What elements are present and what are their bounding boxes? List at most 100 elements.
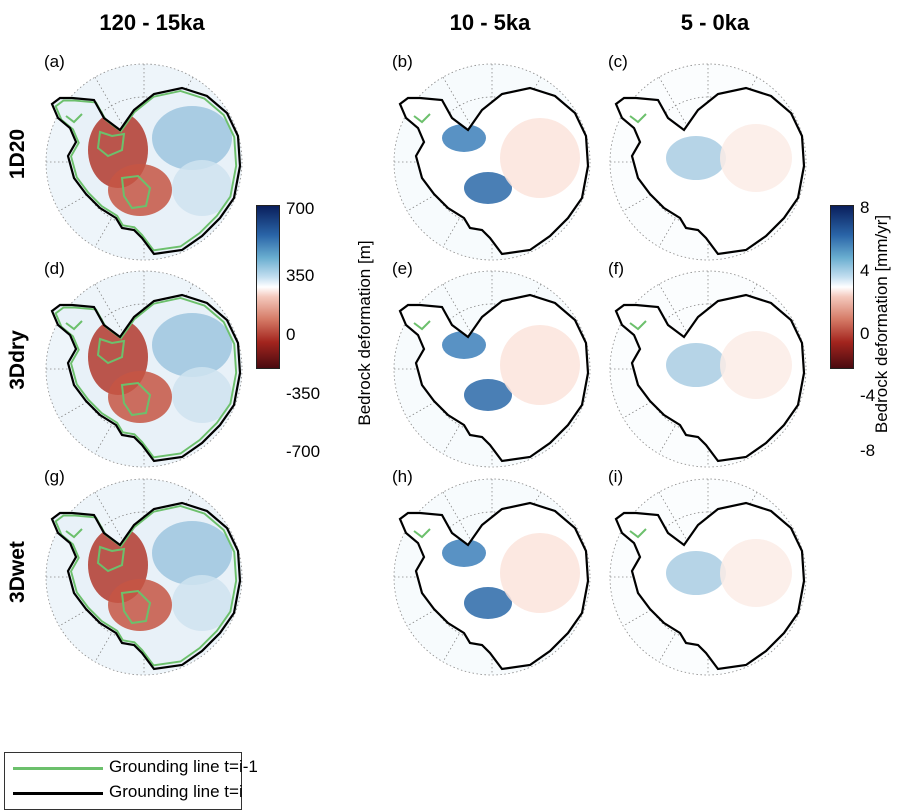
grounding-line-previous xyxy=(629,320,647,331)
grounding-line-previous xyxy=(65,320,83,331)
deformation-blob xyxy=(152,106,232,170)
deformation-blob xyxy=(464,587,512,619)
legend-swatch-black xyxy=(13,792,103,795)
deformation-blob xyxy=(464,172,512,204)
column-title-1: 120 - 15ka xyxy=(99,10,205,35)
grid-meridian xyxy=(442,491,542,663)
grid-meridian xyxy=(94,283,194,455)
grounding-line-previous xyxy=(54,89,238,252)
legend: Grounding line t=i-1 Grounding line t=i xyxy=(4,752,258,810)
deformation-blob xyxy=(500,325,580,405)
deformation-blob xyxy=(152,521,232,585)
row-label-1d20: 1D20 xyxy=(6,128,29,180)
panel-label: (g) xyxy=(44,467,65,486)
deformation-blob xyxy=(152,313,232,377)
column-title-3: 5 - 0ka xyxy=(680,10,750,35)
panel-label: (a) xyxy=(44,52,65,71)
panel-label: (e) xyxy=(392,259,413,278)
legend-item-previous: Grounding line t=i-1 xyxy=(13,755,258,781)
deformation-blob xyxy=(442,539,486,567)
grid-meridian xyxy=(442,283,542,455)
grounding-line-current xyxy=(50,501,242,671)
grounding-line-previous xyxy=(65,113,83,124)
colorbar-right-tick-8: 8 xyxy=(860,198,870,217)
grounding-line-previous xyxy=(96,545,126,573)
row-label-3dwet: 3Dwet xyxy=(6,541,29,603)
grounding-line-previous xyxy=(54,296,238,459)
grounding-line-previous xyxy=(120,589,152,625)
antarctica-map xyxy=(45,270,243,468)
grounding-line-previous xyxy=(96,130,126,158)
grounding-line-current xyxy=(614,293,806,463)
map-panel-h: (h) xyxy=(390,467,595,678)
panel-label: (c) xyxy=(608,52,628,71)
grounding-line-previous xyxy=(629,113,647,124)
deformation-blob xyxy=(172,575,232,631)
deformation-blob xyxy=(172,367,232,423)
colorbar-left-tick-700: 700 xyxy=(286,199,315,218)
deformation-blob xyxy=(464,379,512,411)
grounding-line-previous xyxy=(413,528,431,539)
grounding-line-previous xyxy=(65,528,83,539)
grounding-line-previous xyxy=(120,174,152,210)
grounding-line-previous xyxy=(54,504,238,667)
antarctica-map xyxy=(45,63,243,261)
map-panel-f: (f) xyxy=(606,259,811,470)
map-panel-i: (i) xyxy=(606,467,811,678)
colorbar-left-title: Bedrock deformation [m] xyxy=(355,240,374,426)
map-panel-c: (c) xyxy=(606,52,811,263)
deformation-blob xyxy=(108,164,172,216)
grid-meridian xyxy=(442,76,542,248)
deformation-blob xyxy=(108,579,172,631)
legend-label-previous: Grounding line t=i-1 xyxy=(109,757,258,776)
deformation-blob xyxy=(172,160,232,216)
panel-label: (d) xyxy=(44,259,65,278)
grounding-line-current xyxy=(614,501,806,671)
deformation-blob xyxy=(666,551,726,595)
colorbar-left-tick-neg700: -700 xyxy=(286,442,321,461)
legend-label-current: Grounding line t=i xyxy=(109,782,243,801)
map-panel-a: (a) xyxy=(42,52,247,263)
colorbar-right-title: Bedrock deformation [mm/yr] xyxy=(872,214,891,434)
antarctica-map xyxy=(609,63,807,261)
grounding-line-current xyxy=(398,293,590,463)
grounding-line-current xyxy=(50,293,242,463)
deformation-blob xyxy=(666,343,726,387)
map-panel-b: (b) xyxy=(390,52,595,263)
legend-swatch-green xyxy=(13,767,103,770)
legend-item-current: Grounding line t=i xyxy=(13,780,243,806)
panel-label: (h) xyxy=(392,467,413,486)
deformation-blob xyxy=(666,136,726,180)
deformation-blob xyxy=(108,371,172,423)
deformation-blob xyxy=(442,124,486,152)
antarctica-map xyxy=(393,270,591,468)
grounding-line-previous xyxy=(413,320,431,331)
antarctica-map xyxy=(393,63,591,261)
grounding-line-current xyxy=(50,86,242,256)
colorbar-left-tick-neg350: -350 xyxy=(286,384,321,403)
colorbar-left-tick-0: 0 xyxy=(286,325,296,344)
antarctica-map xyxy=(393,478,591,676)
deformation-blob xyxy=(720,331,792,399)
deformation-blob xyxy=(720,124,792,192)
colorbar-right-tick-0: 0 xyxy=(860,324,870,343)
colorbar-right-tick-neg8: -8 xyxy=(860,441,876,460)
deformation-blob xyxy=(442,331,486,359)
column-title-2: 10 - 5ka xyxy=(449,10,531,35)
deformation-blob xyxy=(500,118,580,198)
colorbar-right-tick-4: 4 xyxy=(860,261,870,280)
grid-meridian xyxy=(658,283,758,455)
grid-meridian xyxy=(94,76,194,248)
map-panel-d: (d) xyxy=(42,259,247,470)
map-panel-e: (e) xyxy=(390,259,595,470)
map-panel-g: (g) xyxy=(42,467,247,678)
colorbar-right xyxy=(830,205,854,369)
panel-label: (i) xyxy=(608,467,624,486)
antarctica-map xyxy=(609,270,807,468)
deformation-blob xyxy=(720,539,792,607)
grid-meridian xyxy=(658,76,758,248)
grounding-line-current xyxy=(398,86,590,256)
grid-meridian xyxy=(94,491,194,663)
deformation-blob xyxy=(500,533,580,613)
grounding-line-previous xyxy=(96,337,126,365)
